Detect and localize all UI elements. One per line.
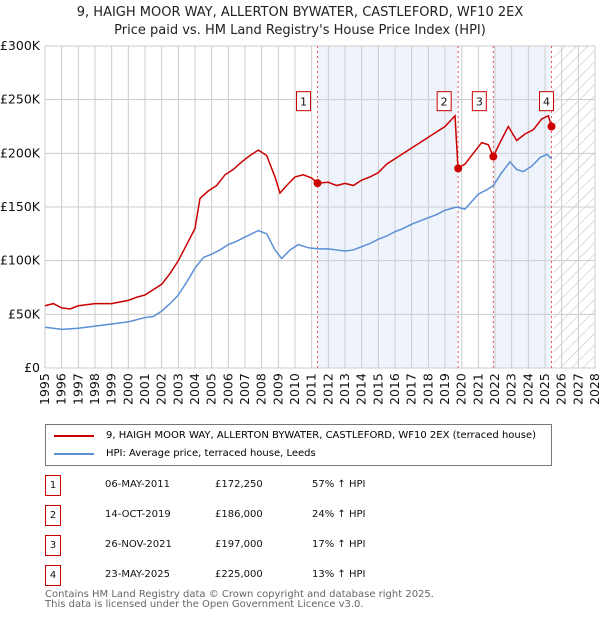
sale-price: £172,250: [215, 479, 263, 490]
x-tick-label: 2025: [537, 373, 552, 405]
x-tick-label: 2024: [520, 373, 535, 405]
sale-price: £197,000: [215, 539, 263, 550]
legend-label: 9, HAIGH MOOR WAY, ALLERTON BYWATER, CAS…: [106, 430, 536, 441]
x-tick-label: 2027: [570, 373, 585, 405]
x-tick-label: 2009: [270, 373, 285, 405]
chart-legend: 9, HAIGH MOOR WAY, ALLERTON BYWATER, CAS…: [45, 424, 552, 466]
sale-row: 2 14-OCT-2019 £186,000 24% ↑ HPI: [45, 505, 405, 527]
sale-date: 26-NOV-2021: [105, 539, 172, 550]
y-tick-label: £300K: [0, 38, 41, 53]
property-line: [44, 113, 553, 310]
sale-date: 06-MAY-2011: [105, 479, 171, 490]
sale-number: 1: [45, 475, 61, 496]
x-tick-label: 2014: [354, 373, 369, 405]
sale-hpi: 24% ↑ HPI: [312, 509, 366, 520]
sale-hpi: 57% ↑ HPI: [312, 479, 366, 490]
x-tick-label: 2026: [554, 373, 569, 405]
sale-date: 14-OCT-2019: [105, 509, 171, 520]
sale-label: 1: [300, 96, 307, 109]
legend-item-property: 9, HAIGH MOOR WAY, ALLERTON BYWATER, CAS…: [54, 430, 536, 441]
x-tick-label: 2017: [404, 373, 419, 405]
x-tick-label: 2002: [154, 373, 169, 405]
sale-label-box: [296, 91, 311, 112]
sale-point: [454, 164, 463, 173]
x-tick-label: 2020: [454, 373, 469, 405]
sale-point: [489, 152, 498, 161]
sale-number: 2: [45, 505, 61, 526]
sale-label: 3: [476, 96, 483, 109]
sale-label: 2: [441, 96, 448, 109]
x-tick-label: 2008: [254, 373, 269, 405]
x-tick-label: 2018: [420, 373, 435, 405]
sale-label-box: [539, 91, 554, 112]
sale-point: [313, 179, 322, 188]
legend-item-hpi: HPI: Average price, terraced house, Leed…: [54, 448, 316, 459]
y-tick-label: £250K: [0, 92, 41, 107]
x-tick-label: 2015: [370, 373, 385, 405]
sale-hpi: 17% ↑ HPI: [312, 539, 366, 550]
x-tick-label: 2010: [287, 373, 302, 405]
x-tick-label: 2028: [587, 373, 600, 405]
sale-label: 4: [543, 96, 550, 109]
x-tick-label: 2005: [204, 373, 219, 405]
sale-price: £225,000: [215, 569, 263, 580]
x-tick-label: 1999: [104, 373, 119, 405]
hpi-line: [44, 153, 553, 331]
legend-swatch: [54, 434, 94, 437]
x-tick-label: 2013: [337, 373, 352, 405]
x-tick-label: 2012: [320, 373, 335, 405]
x-tick-label: 1995: [37, 373, 52, 405]
sale-label-box: [471, 91, 487, 112]
legend-label: HPI: Average price, terraced house, Leed…: [106, 448, 316, 459]
sale-row: 4 23-MAY-2025 £225,000 13% ↑ HPI: [45, 565, 405, 587]
y-tick-label: £150K: [0, 199, 41, 214]
sale-row: 3 26-NOV-2021 £197,000 17% ↑ HPI: [45, 535, 405, 557]
x-tick-label: 2021: [470, 373, 485, 405]
x-tick-label: 2000: [120, 373, 135, 405]
y-tick-label: £200K: [0, 145, 41, 160]
x-tick-label: 2022: [487, 373, 502, 405]
sale-price: £186,000: [215, 509, 263, 520]
price-chart: 9, HAIGH MOOR WAY, ALLERTON BYWATER, CAS…: [0, 5, 600, 405]
x-tick-label: 2023: [504, 373, 519, 405]
x-tick-label: 2016: [387, 373, 402, 405]
footer-copyright: Contains HM Land Registry data © Crown c…: [45, 589, 434, 600]
x-tick-label: 1996: [54, 373, 69, 405]
chart-title: 9, HAIGH MOOR WAY, ALLERTON BYWATER, CAS…: [77, 5, 524, 20]
sale-hpi: 13% ↑ HPI: [312, 569, 366, 580]
x-tick-label: 2011: [304, 373, 319, 405]
y-tick-label: £50K: [8, 306, 41, 321]
footer-licence: This data is licensed under the Open Gov…: [45, 599, 364, 610]
sale-number: 4: [45, 565, 61, 586]
y-tick-label: £0: [24, 360, 40, 375]
x-tick-label: 2019: [437, 373, 452, 405]
x-tick-label: 2006: [220, 373, 235, 405]
sale-row: 1 06-MAY-2011 £172,250 57% ↑ HPI: [45, 475, 405, 497]
x-tick-label: 1997: [70, 373, 85, 405]
sale-point: [547, 122, 556, 131]
legend-swatch: [54, 452, 94, 455]
footer: Contains HM Land Registry data © Crown c…: [45, 590, 434, 610]
sale-date: 23-MAY-2025: [105, 569, 171, 580]
x-tick-label: 2004: [187, 373, 202, 405]
x-tick-label: 2003: [170, 373, 185, 405]
x-tick-label: 2001: [137, 373, 152, 405]
x-tick-label: 2007: [237, 373, 252, 405]
y-tick-label: £100K: [0, 253, 41, 268]
sale-label-box: [436, 91, 452, 112]
chart-subtitle: Price paid vs. HM Land Registry's House …: [114, 23, 486, 38]
sale-number: 3: [45, 535, 61, 556]
x-tick-label: 1998: [87, 373, 102, 405]
